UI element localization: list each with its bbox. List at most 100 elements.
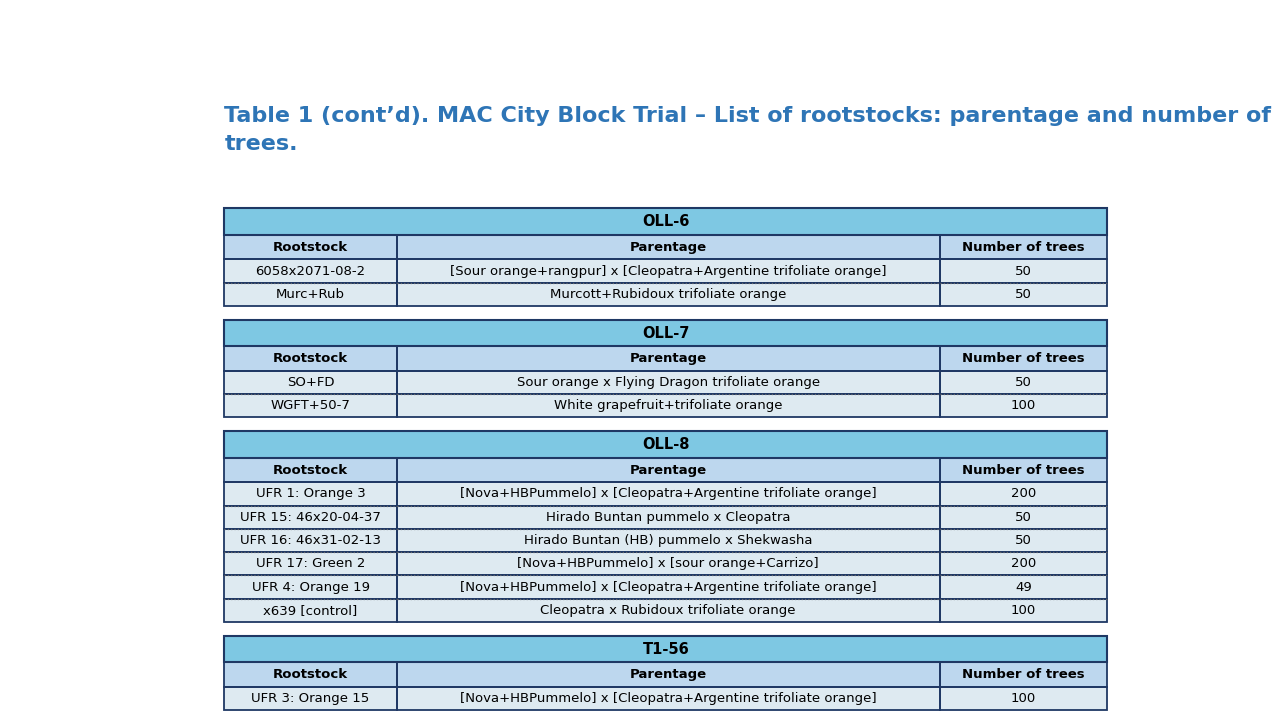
Bar [397,259,940,283]
Text: Cleopatra x Rubidoux trifoliate orange: Cleopatra x Rubidoux trifoliate orange [540,604,796,617]
Text: Rootstock: Rootstock [273,464,348,477]
Text: [Sour orange+rangpur] x [Cleopatra+Argentine trifoliate orange]: [Sour orange+rangpur] x [Cleopatra+Argen… [449,264,886,277]
Bar [940,552,1107,575]
Bar [397,394,940,418]
Bar [397,346,940,371]
Bar [224,575,397,598]
Text: UFR 15: 46x20-04-37: UFR 15: 46x20-04-37 [241,510,381,523]
Bar [397,482,940,505]
Bar [224,431,1107,458]
Bar [397,259,940,283]
Bar [224,505,397,528]
Bar [397,505,940,528]
Bar [224,575,397,598]
Bar [224,687,397,710]
Bar [224,259,397,283]
Bar [940,662,1107,687]
Text: 49: 49 [1015,580,1032,593]
Text: UFR 16: 46x31-02-13: UFR 16: 46x31-02-13 [241,534,381,547]
Text: 100: 100 [1011,399,1036,413]
Text: Rootstock: Rootstock [273,352,348,365]
Bar [940,259,1107,283]
Bar [224,235,397,259]
Bar [224,482,397,505]
Bar [224,394,397,418]
Bar [397,482,940,505]
Text: 50: 50 [1015,510,1032,523]
Bar [397,528,940,552]
Bar [940,687,1107,710]
Bar [224,371,397,394]
Bar [397,687,940,710]
Bar [397,371,940,394]
Bar [224,622,1107,636]
Bar [224,662,397,687]
Bar [940,346,1107,371]
Bar [397,528,940,552]
Bar [940,235,1107,259]
Text: Rootstock: Rootstock [273,240,348,253]
Text: WGFT+50-7: WGFT+50-7 [270,399,351,413]
Text: [Nova+HBPummelo] x [Cleopatra+Argentine trifoliate orange]: [Nova+HBPummelo] x [Cleopatra+Argentine … [460,580,877,593]
Text: Hirado Buntan pummelo x Cleopatra: Hirado Buntan pummelo x Cleopatra [545,510,790,523]
Text: Parentage: Parentage [630,464,707,477]
Bar [224,320,1107,346]
Text: SO+FD: SO+FD [287,376,334,389]
Bar [397,687,940,710]
Text: UFR 4: Orange 19: UFR 4: Orange 19 [252,580,370,593]
Bar [397,235,940,259]
Bar [940,505,1107,528]
Bar [940,482,1107,505]
Bar [397,371,940,394]
Bar [397,458,940,482]
Bar [397,394,940,418]
Text: Number of trees: Number of trees [963,464,1084,477]
Bar [940,662,1107,687]
Text: T1-56: T1-56 [643,642,690,657]
Bar [397,575,940,598]
Bar [397,283,940,306]
Bar [940,371,1107,394]
Bar [397,505,940,528]
Bar [224,283,397,306]
Text: Rootstock: Rootstock [273,668,348,681]
Bar [940,528,1107,552]
Bar [940,283,1107,306]
Bar [224,208,1107,235]
Text: Table 1 (cont’d). MAC City Block Trial – List of rootstocks: parentage and numbe: Table 1 (cont’d). MAC City Block Trial –… [224,106,1271,126]
Text: UFR 3: Orange 15: UFR 3: Orange 15 [251,692,370,705]
Text: OLL-6: OLL-6 [643,214,690,229]
Text: 50: 50 [1015,376,1032,389]
Text: OLL-7: OLL-7 [643,325,690,341]
Bar [224,528,397,552]
Bar [940,598,1107,622]
Bar [224,552,397,575]
Text: [Nova+HBPummelo] x [Cleopatra+Argentine trifoliate orange]: [Nova+HBPummelo] x [Cleopatra+Argentine … [460,692,877,705]
Text: White grapefruit+trifoliate orange: White grapefruit+trifoliate orange [554,399,782,413]
Bar [397,552,940,575]
Bar [224,636,1107,662]
Bar [940,575,1107,598]
Bar [397,552,940,575]
Text: 50: 50 [1015,534,1032,547]
Bar [397,283,940,306]
Bar [397,598,940,622]
Text: OLL-8: OLL-8 [643,437,690,452]
Bar [940,528,1107,552]
Bar [940,482,1107,505]
Bar [940,394,1107,418]
Bar [224,458,397,482]
Bar [224,528,397,552]
Bar [940,598,1107,622]
Bar [224,320,1107,346]
Text: Parentage: Parentage [630,668,707,681]
Text: Hirado Buntan (HB) pummelo x Shekwasha: Hirado Buntan (HB) pummelo x Shekwasha [524,534,813,547]
Bar [940,458,1107,482]
Text: Number of trees: Number of trees [963,352,1084,365]
Text: [Nova+HBPummelo] x [sour orange+Carrizo]: [Nova+HBPummelo] x [sour orange+Carrizo] [517,557,819,570]
Bar [224,306,1107,320]
Text: [Nova+HBPummelo] x [Cleopatra+Argentine trifoliate orange]: [Nova+HBPummelo] x [Cleopatra+Argentine … [460,487,877,500]
Text: 200: 200 [1011,557,1036,570]
Bar [224,394,397,418]
Bar [224,208,1107,235]
